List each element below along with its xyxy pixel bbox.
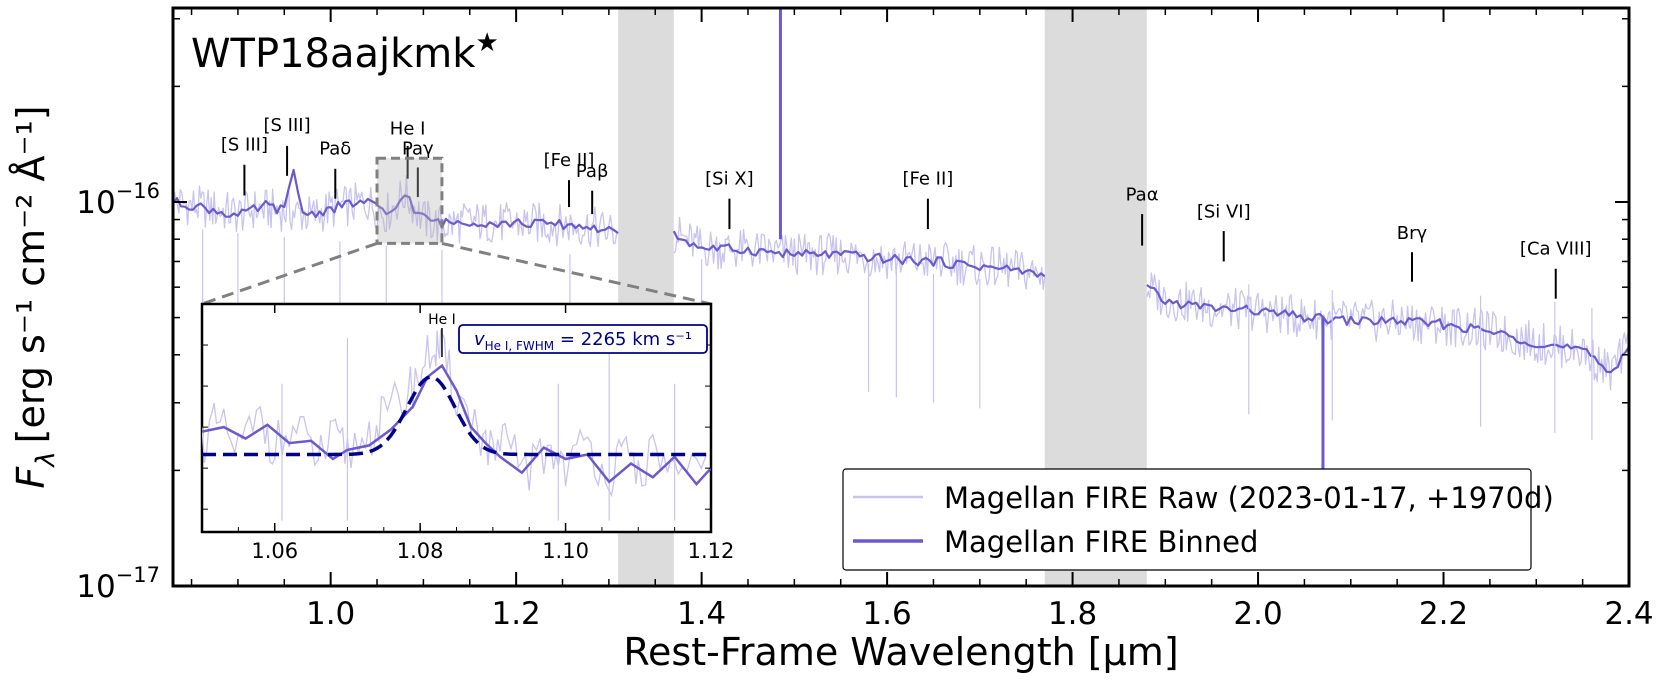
line-label-10: [Si VI] xyxy=(1197,202,1251,223)
y-label-symbol: F xyxy=(9,466,53,489)
x-tick-label-3: 1.6 xyxy=(862,596,911,632)
raw-spectrum-segment-2 xyxy=(1146,272,1629,391)
y-tick-base-1: 10 xyxy=(76,185,115,221)
binned-spectrum-segment-2 xyxy=(1146,284,1629,374)
fwhm-annotation: vHe I, FWHM = 2265 km s⁻¹ xyxy=(474,329,692,353)
line-label-0: [S III] xyxy=(221,135,268,156)
raw-spectrum-segment-0 xyxy=(173,175,619,248)
line-label-1: [S III] xyxy=(264,115,311,136)
y-axis-label: Fλ [erg s⁻¹ cm⁻² Å⁻¹] xyxy=(9,105,61,488)
fwhm-annotation-box xyxy=(458,324,708,354)
y-tick-base-0: 10 xyxy=(76,569,115,605)
inset-binned-spectrum xyxy=(202,363,711,487)
line-label-9: Paα xyxy=(1126,184,1159,205)
inset-x-tick-label-2: 1.10 xyxy=(542,539,589,563)
line-label-2: Paδ xyxy=(319,138,351,159)
fwhm-value: = 2265 km s⁻¹ xyxy=(554,329,692,350)
inset-x-tick-label-1: 1.08 xyxy=(397,539,444,563)
y-label-subscript: λ xyxy=(31,451,61,468)
line-label-8: [Fe II] xyxy=(902,169,953,190)
y-label-units: [erg s⁻¹ cm⁻² Å⁻¹] xyxy=(9,105,53,443)
object-star-marker: ★ xyxy=(475,28,498,58)
fwhm-subscript: He I, FWHM xyxy=(485,339,555,353)
inset-panel: 1.06 1.08 1.10 1.12 He I vHe I, FWHM = 2265… xyxy=(200,302,735,563)
x-tick-label-2: 1.4 xyxy=(677,596,726,632)
x-tick-label-5: 2.0 xyxy=(1233,596,1282,632)
line-label-4: Paγ xyxy=(402,138,434,159)
inset-hei-label: He I xyxy=(428,312,456,328)
inset-x-tick-label-0: 1.06 xyxy=(251,539,298,563)
inset-gaussian-fit xyxy=(202,375,711,457)
x-tick-label-0: 1.0 xyxy=(306,596,355,632)
line-label-11: Brγ xyxy=(1397,223,1428,244)
line-label-5: [Fe II] xyxy=(544,150,595,171)
inset-ticks: 1.06 1.08 1.10 1.12 xyxy=(201,304,735,563)
inset-series xyxy=(202,329,711,521)
zoom-connector-right xyxy=(441,241,712,306)
object-name: WTP18aajkmk xyxy=(191,31,476,77)
y-tick-label-1: 10−16 xyxy=(76,179,160,221)
x-tick-label-7: 2.4 xyxy=(1604,596,1653,632)
legend-frame xyxy=(842,468,1532,571)
x-tick-label-1: 1.2 xyxy=(491,596,540,632)
legend: Magellan FIRE Raw (2023-01-17, +1970d) M… xyxy=(842,468,1554,571)
zoom-indicator xyxy=(201,156,712,306)
line-label-12: [Ca VIII] xyxy=(1520,238,1592,259)
object-title: WTP18aajkmk★ xyxy=(191,28,499,77)
binned-spectrum-segment-0 xyxy=(173,168,619,234)
legend-label-raw: Magellan FIRE Raw (2023-01-17, +1970d) xyxy=(944,481,1554,515)
y-tick-exponent-0: −17 xyxy=(116,563,160,587)
line-label-3: He I xyxy=(390,118,426,139)
axes-frame xyxy=(171,6,1631,588)
x-tick-label-6: 2.2 xyxy=(1419,596,1468,632)
binned-spectrum-segment-1 xyxy=(672,230,1046,278)
zoom-connector-left xyxy=(201,242,378,306)
line-label-6: Paβ xyxy=(576,161,609,182)
y-tick-label-0: 10−17 xyxy=(76,563,160,605)
fwhm-symbol: v xyxy=(474,329,485,350)
x-axis-label: Rest-Frame Wavelength [μm] xyxy=(623,630,1178,674)
x-tick-label-4: 1.8 xyxy=(1048,596,1097,632)
line-label-7: [Si X] xyxy=(705,169,754,190)
inset-x-tick-label-3: 1.12 xyxy=(688,539,735,563)
zoom-box xyxy=(375,156,444,245)
legend-label-binned: Magellan FIRE Binned xyxy=(944,525,1258,559)
y-tick-exponent-1: −16 xyxy=(116,179,160,203)
